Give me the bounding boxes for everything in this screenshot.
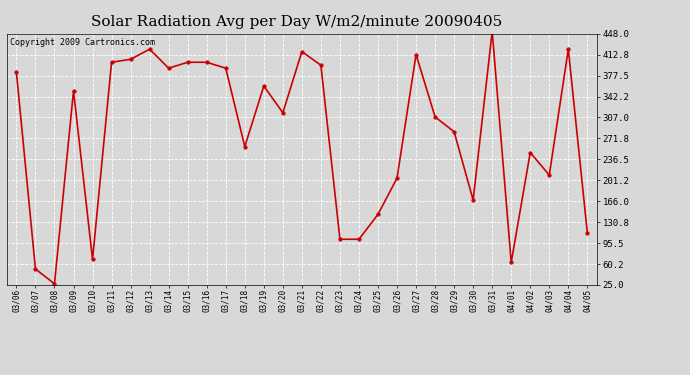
Text: Copyright 2009 Cartronics.com: Copyright 2009 Cartronics.com	[10, 38, 155, 46]
Text: Solar Radiation Avg per Day W/m2/minute 20090405: Solar Radiation Avg per Day W/m2/minute …	[91, 15, 502, 29]
